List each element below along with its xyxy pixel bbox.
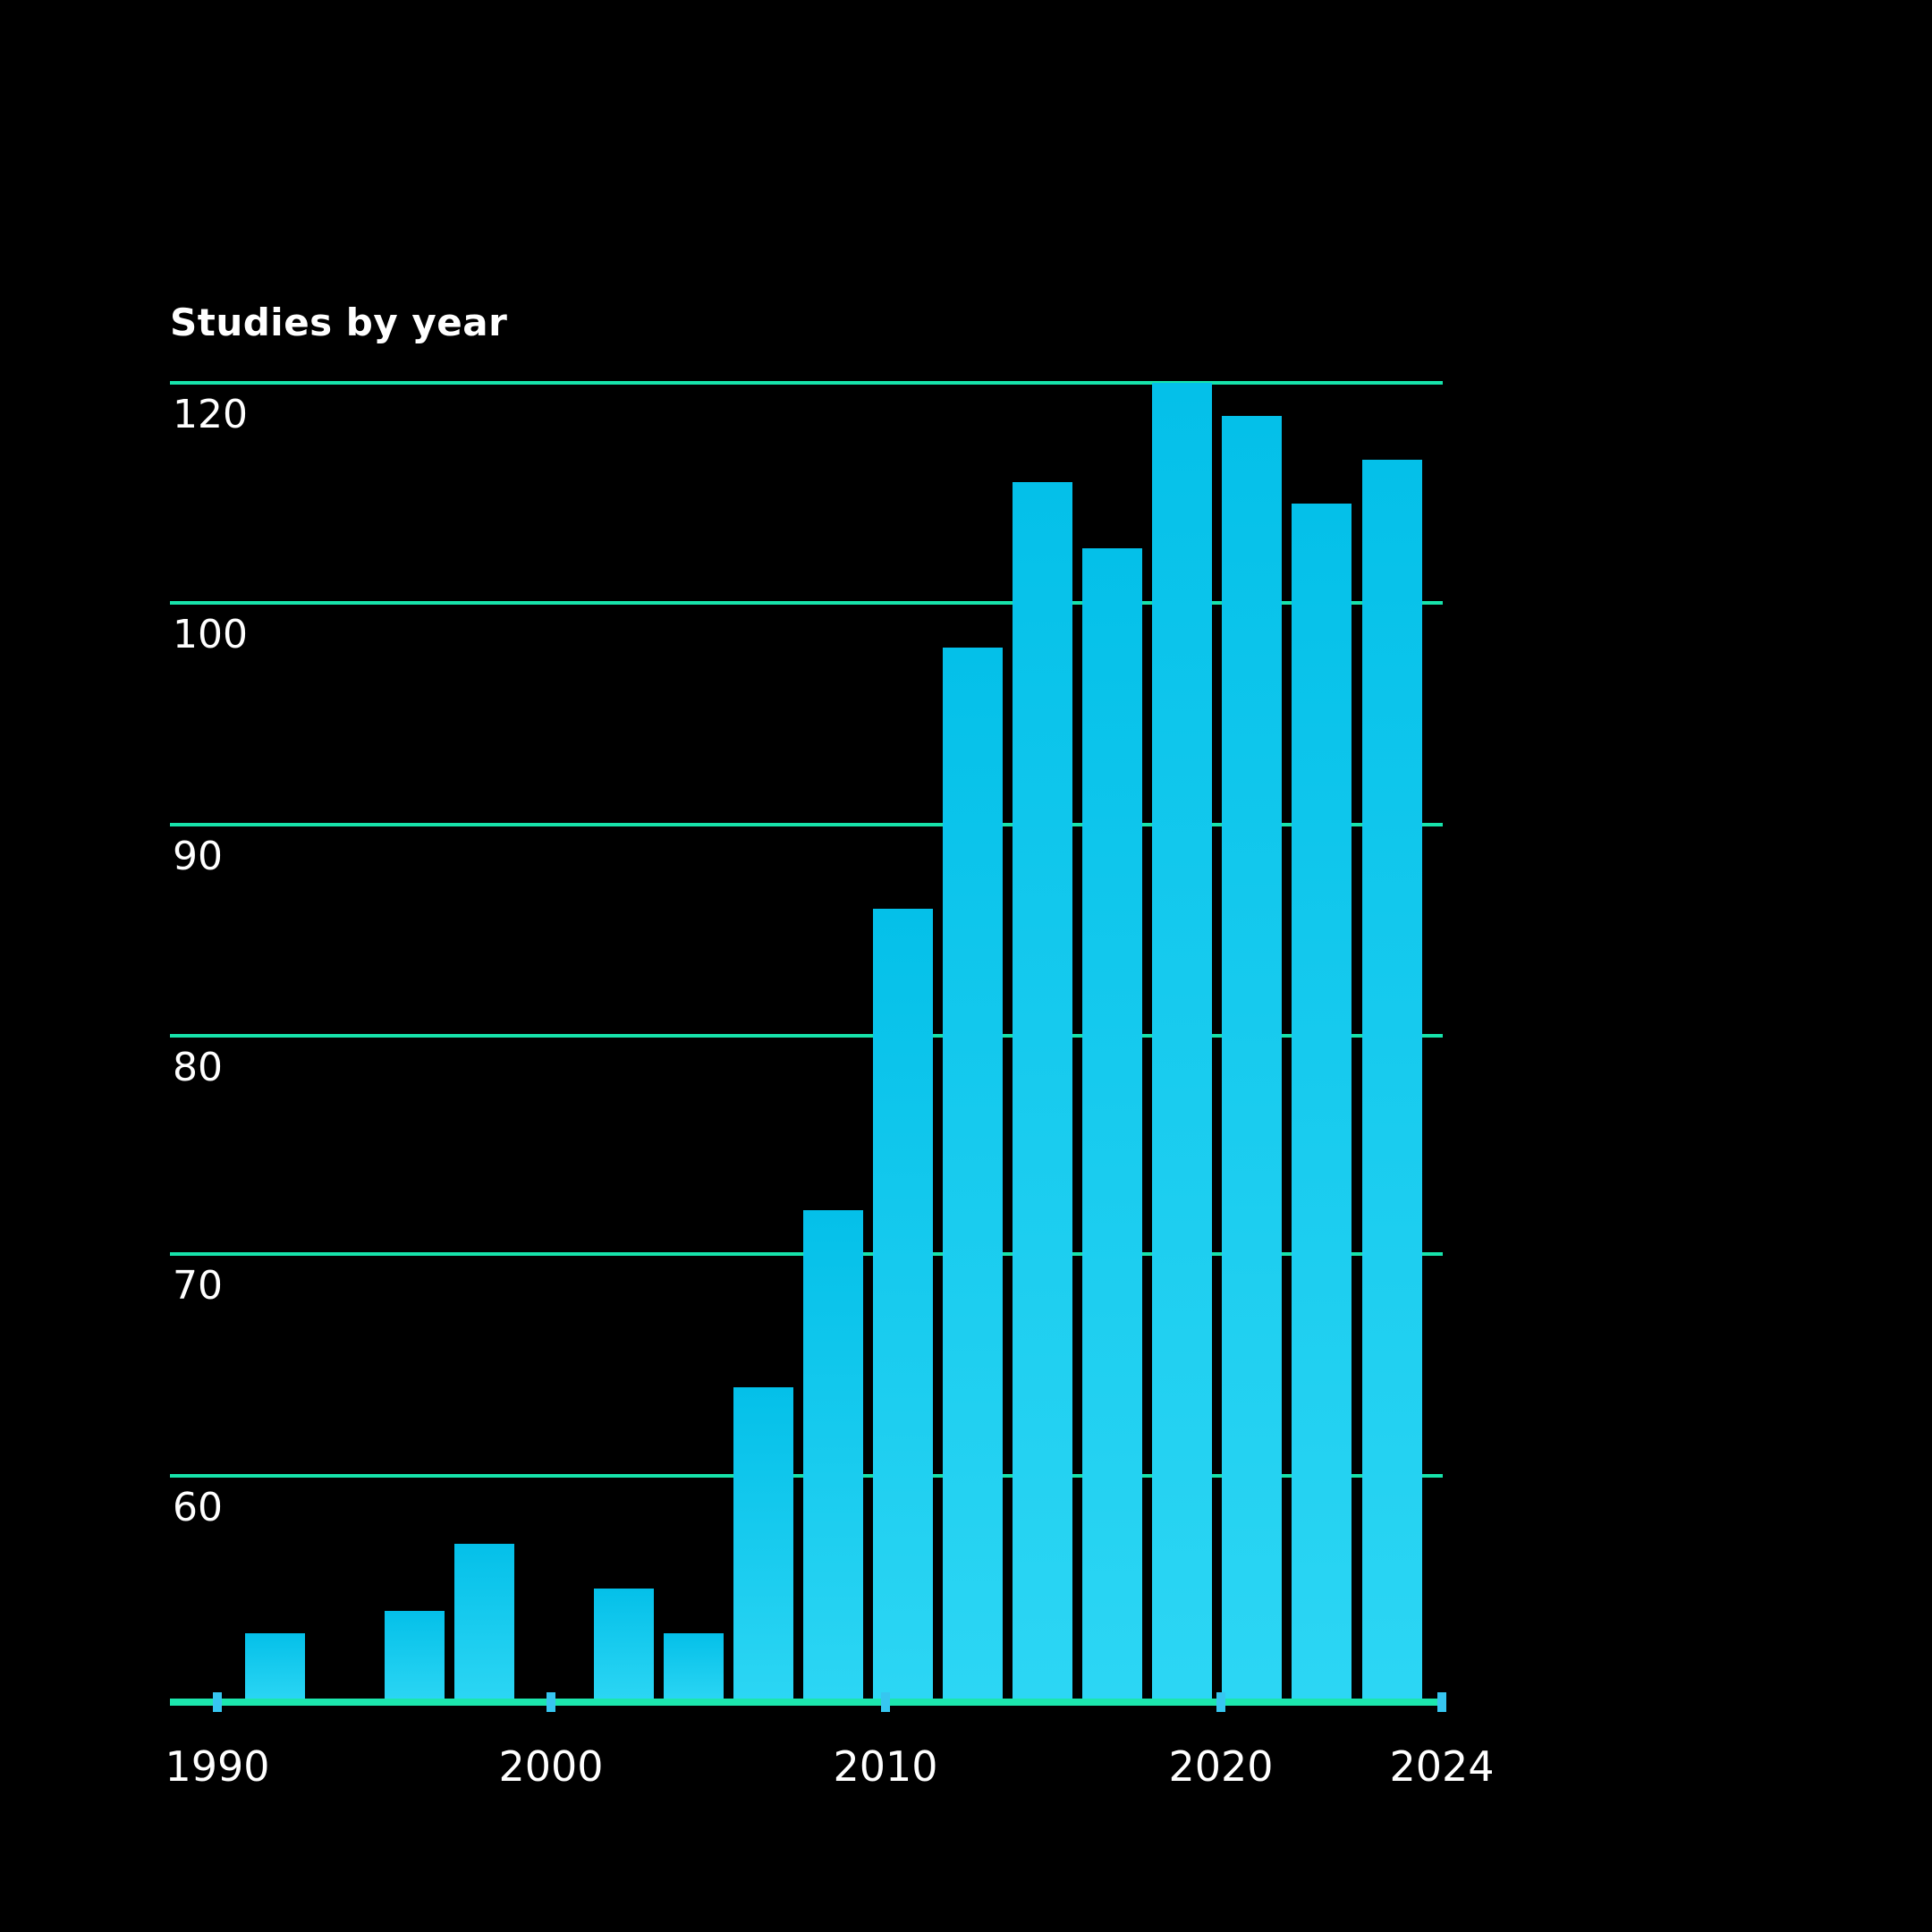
bar-2024 (1361, 460, 1422, 1702)
bar-1998 (453, 1543, 514, 1702)
gridline-80 (170, 1034, 1443, 1038)
y-axis-label-70: 70 (173, 1263, 223, 1309)
bar-1992 (244, 1633, 305, 1702)
x-axis-label-2024: 2024 (1389, 1742, 1495, 1791)
bar-2014 (1013, 481, 1073, 1702)
x-axis-label-2010: 2010 (833, 1742, 938, 1791)
y-axis-label-60: 60 (173, 1485, 223, 1530)
x-tick-2010 (881, 1692, 890, 1712)
y-axis-label-80: 80 (173, 1045, 223, 1090)
gridline-120 (170, 381, 1443, 385)
y-axis-label-90: 90 (173, 834, 223, 879)
gridline-100 (170, 601, 1443, 605)
x-axis-label-2020: 2020 (1168, 1742, 1274, 1791)
x-axis-label-2000: 2000 (498, 1742, 604, 1791)
bar-2020 (1222, 415, 1283, 1702)
bar-2010 (873, 909, 934, 1702)
bar-2002 (593, 1589, 654, 1702)
y-axis-label-120: 120 (173, 392, 248, 437)
bar-2022 (1292, 504, 1352, 1702)
y-axis-label-100: 100 (173, 612, 248, 657)
x-tick-2024 (1437, 1692, 1446, 1712)
bar-2018 (1152, 383, 1213, 1702)
bar-2006 (733, 1386, 793, 1702)
bar-2008 (803, 1210, 863, 1702)
x-axis-label-1990: 1990 (165, 1742, 270, 1791)
chart-title: Studies by year (170, 301, 508, 344)
bar-2012 (943, 647, 1004, 1702)
x-tick-2020 (1216, 1692, 1225, 1712)
x-tick-1990 (213, 1692, 222, 1712)
bar-1996 (384, 1611, 445, 1702)
x-axis-line (170, 1699, 1443, 1706)
bar-2004 (663, 1633, 724, 1702)
bar-2016 (1082, 547, 1143, 1702)
gridline-90 (170, 823, 1443, 826)
x-tick-2000 (547, 1692, 555, 1712)
